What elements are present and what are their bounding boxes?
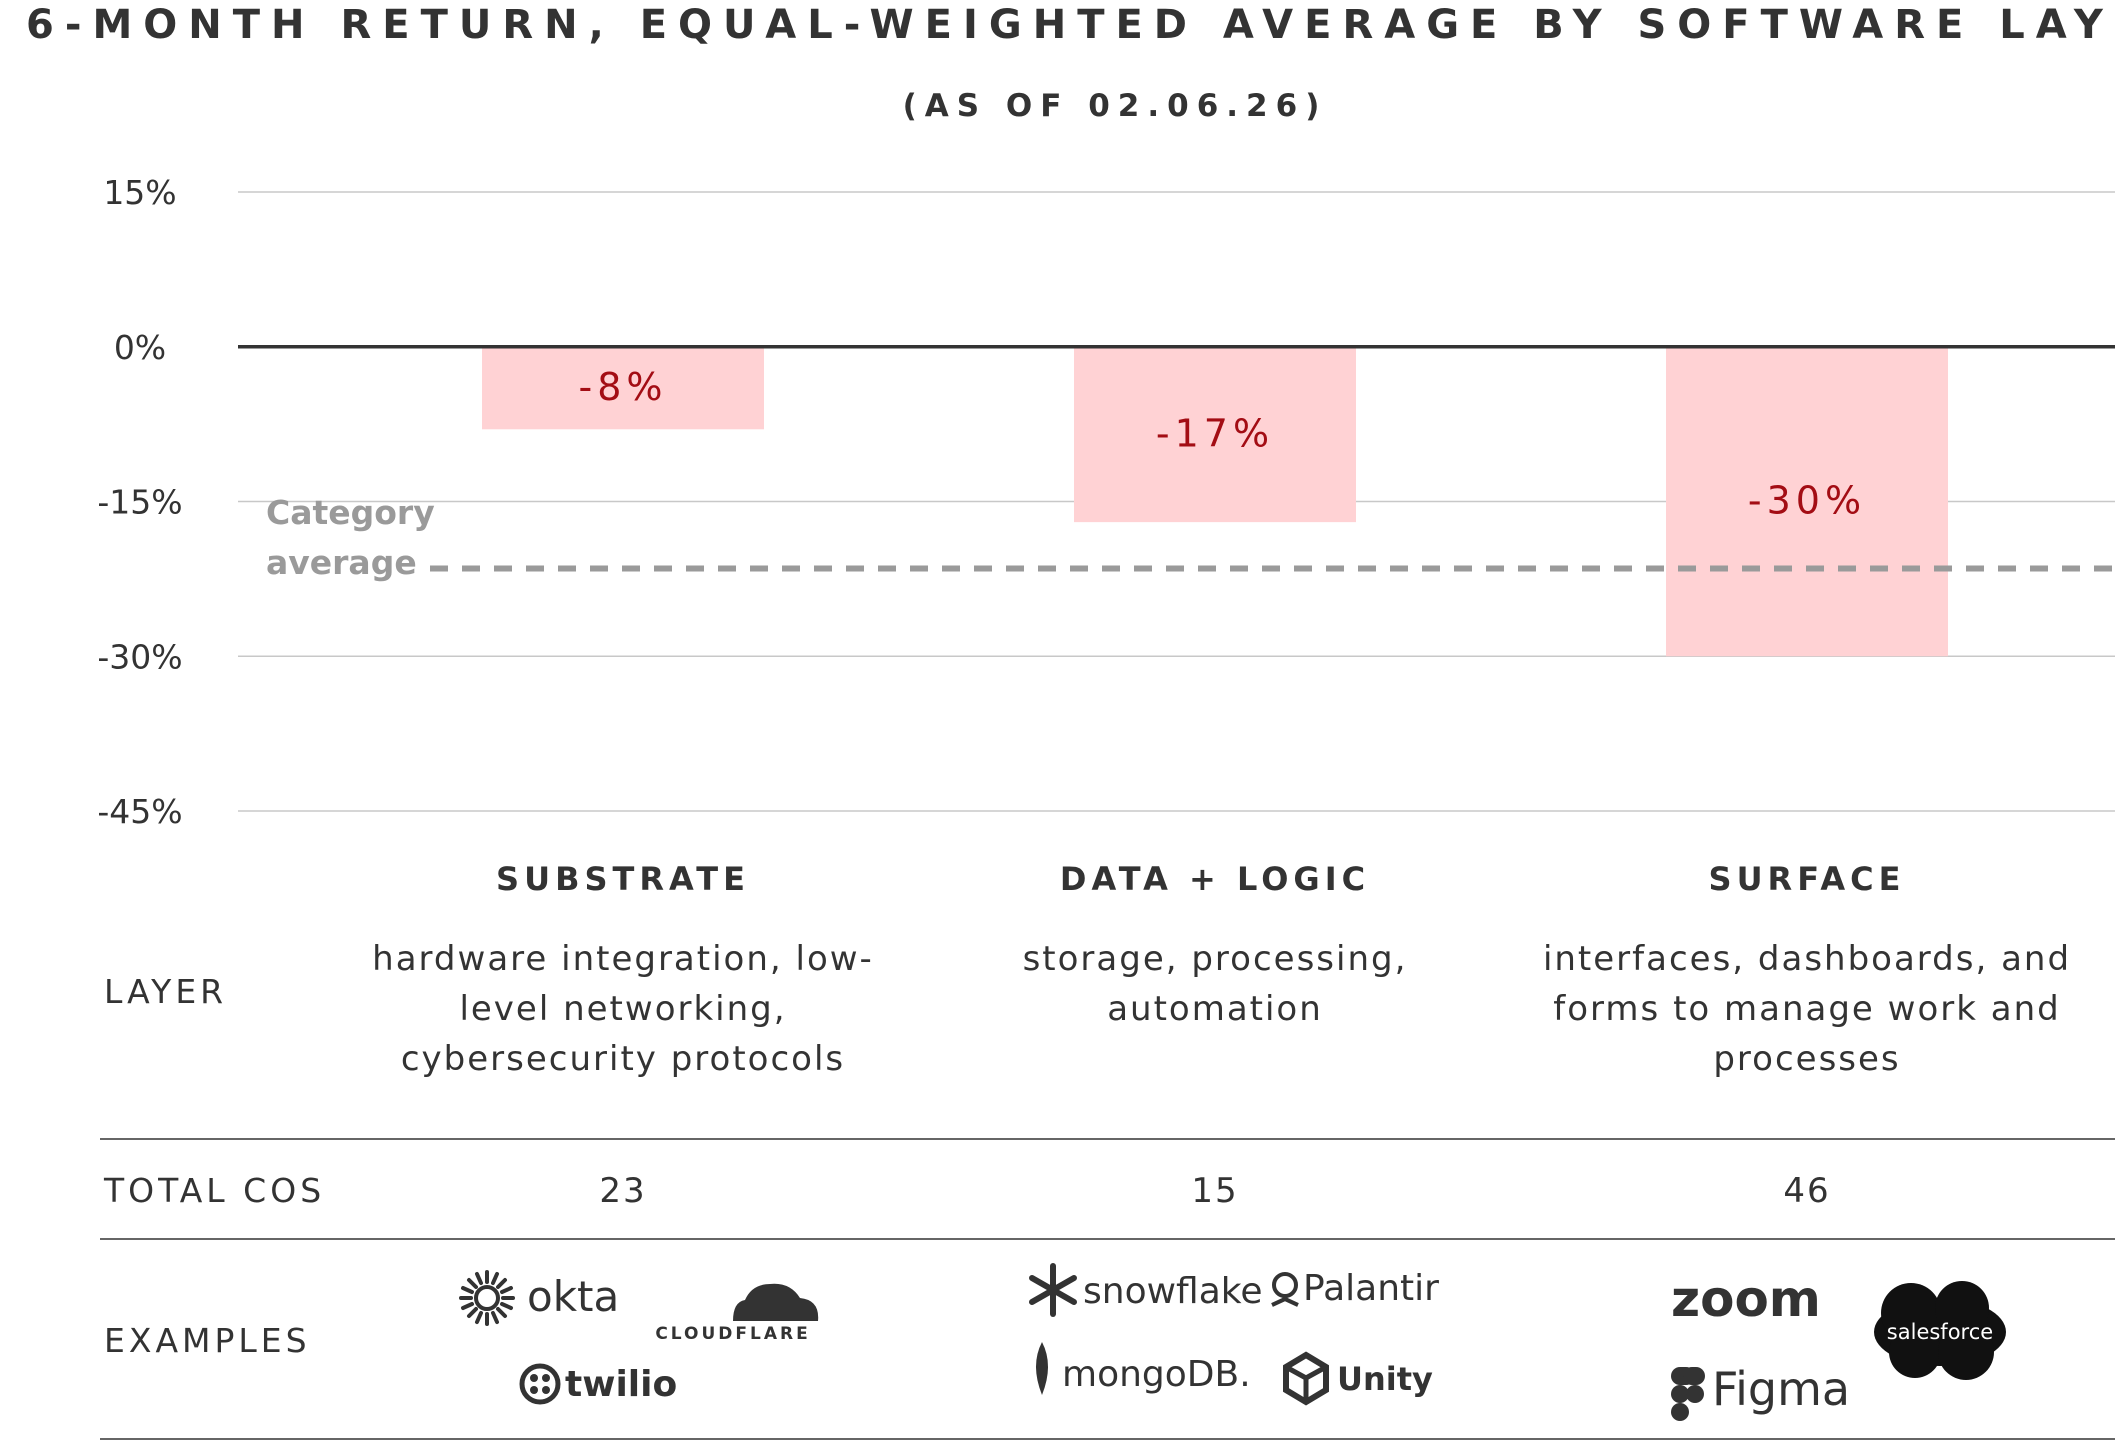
category-average-label-line1: Category (266, 493, 435, 532)
salesforce-wordmark: salesforce (1887, 1320, 1993, 1344)
row-label-total-cos: TOTAL COS (103, 1171, 325, 1210)
mongodb-logo: mongoDB. (1036, 1342, 1251, 1395)
unity-wordmark: Unity (1337, 1360, 1433, 1398)
palantir-wordmark: Palantir (1303, 1268, 1439, 1309)
y-tick-label: -45% (97, 792, 182, 831)
bar (1666, 346, 1948, 657)
snowflake-icon (1029, 1263, 1077, 1317)
unity-logo: Unity (1283, 1351, 1433, 1406)
cloudflare-logo: CLOUDFLARE (655, 1283, 819, 1344)
bar (482, 346, 764, 430)
y-tick-label: -30% (97, 637, 182, 676)
chart-title: 6-MONTH RETURN, EQUAL-WEIGHTED AVERAGE B… (26, 2, 2115, 48)
okta-logo: okta (459, 1270, 619, 1326)
category-average: Category average (266, 493, 2115, 582)
layer-desc-substrate-line3: cybersecurity protocols (401, 1039, 845, 1079)
unity-cube-icon (1283, 1351, 1329, 1406)
bars (482, 346, 1948, 657)
mongodb-wordmark: mongoDB. (1062, 1354, 1251, 1395)
bar-value-label: -30% (1748, 479, 1866, 523)
layer-desc-surface-line3: processes (1713, 1039, 1900, 1079)
snowflake-wordmark: snowflake (1083, 1271, 1263, 1312)
category-label-substrate: SUBSTRATE (496, 860, 750, 898)
y-tick-label: -15% (97, 483, 182, 522)
total-cos-surface: 46 (1783, 1171, 1830, 1211)
cloudflare-cloud-icon (733, 1283, 819, 1321)
twilio-wordmark: twilio (565, 1364, 677, 1405)
bar-value-label: -8% (579, 365, 668, 409)
row-label-examples: EXAMPLES (104, 1321, 311, 1360)
layer-desc-surface-line2: forms to manage work and (1553, 989, 2060, 1029)
y-tick-label: 15% (103, 173, 176, 212)
bar-value-labels: -8% -17% -30% (579, 365, 1866, 523)
okta-sunburst-icon (459, 1270, 515, 1326)
layer-desc-substrate-line2: level networking, (459, 989, 786, 1029)
okta-wordmark: okta (527, 1272, 619, 1321)
total-cos-data-logic: 15 (1191, 1171, 1238, 1211)
layer-desc-data-logic-line2: automation (1107, 989, 1323, 1029)
mongodb-leaf-icon (1036, 1342, 1048, 1395)
y-tick-label: 0% (114, 328, 166, 367)
figma-icon (1671, 1367, 1705, 1421)
palantir-icon (1271, 1272, 1299, 1307)
snowflake-logo: snowflake (1029, 1263, 1263, 1317)
y-axis-ticks: 15% 0% -15% -30% -45% (97, 173, 182, 831)
layer-desc-data-logic-line1: storage, processing, (1023, 939, 1408, 979)
cloudflare-wordmark: CLOUDFLARE (655, 1324, 810, 1344)
figma-wordmark: Figma (1712, 1362, 1850, 1416)
salesforce-logo: salesforce (1874, 1281, 2006, 1380)
total-cos-substrate: 23 (599, 1171, 646, 1211)
chart-subtitle: (AS OF 02.06.26) (903, 88, 1328, 124)
category-label-data-logic: DATA + LOGIC (1060, 860, 1370, 898)
salesforce-cloud-icon (1874, 1281, 2006, 1380)
category-average-label-line2: average (266, 543, 417, 582)
bar (1074, 346, 1356, 523)
layer-desc-substrate-line1: hardware integration, low- (372, 939, 874, 979)
twilio-logo: twilio (519, 1363, 677, 1405)
zoom-wordmark-icon: zoom (1671, 1270, 1821, 1328)
twilio-dots-icon (519, 1363, 561, 1405)
palantir-logo: Palantir (1271, 1268, 1439, 1309)
row-label-layer: LAYER (104, 972, 227, 1011)
figma-logo: Figma (1671, 1362, 1850, 1421)
category-label-surface: SURFACE (1709, 860, 1906, 898)
layer-desc-surface-line1: interfaces, dashboards, and (1543, 939, 2071, 979)
bar-value-label: -17% (1156, 411, 1274, 455)
